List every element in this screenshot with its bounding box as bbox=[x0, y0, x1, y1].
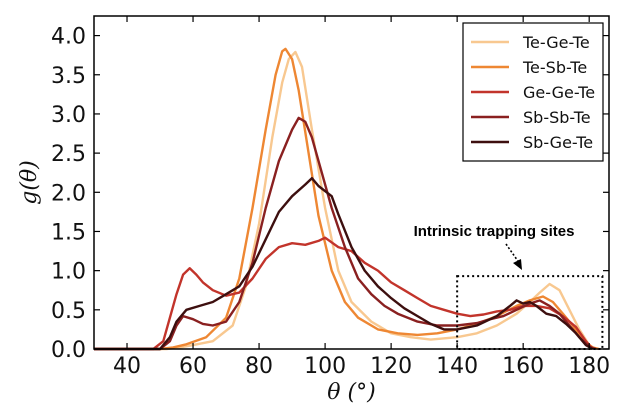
legend-label-4: Sb-Ge-Te bbox=[523, 133, 593, 152]
x-tick-label-2: 80 bbox=[245, 354, 273, 379]
y-tick-label-3: 1.5 bbox=[51, 220, 86, 245]
annotation-arrow-head bbox=[513, 259, 522, 270]
y-axis-label: g(θ) bbox=[17, 160, 42, 205]
y-tick-label-1: 0.5 bbox=[51, 299, 86, 324]
x-tick-label-7: 180 bbox=[568, 354, 610, 379]
plot-lines bbox=[94, 47, 600, 351]
y-tick-label-6: 3.0 bbox=[51, 103, 86, 128]
legend: Te-Ge-Te Te-Sb-Te Ge-Ge-Te Sb-Sb-Te Sb-Ge-Te bbox=[462, 22, 604, 162]
legend-label-2: Ge-Ge-Te bbox=[523, 83, 595, 102]
x-axis-label: θ (°) bbox=[327, 380, 375, 405]
x-tick-label-1: 60 bbox=[179, 354, 207, 379]
y-tick-label-4: 2.0 bbox=[51, 181, 86, 206]
plot-frame bbox=[93, 15, 610, 350]
y-tick-label-2: 1.0 bbox=[51, 260, 86, 285]
series-line-1 bbox=[94, 47, 600, 351]
y-tick-label-5: 2.5 bbox=[51, 142, 86, 167]
x-axis: 40 60 80 100 120 140 160 180 bbox=[113, 16, 610, 379]
x-tick-label-6: 160 bbox=[502, 354, 544, 379]
x-tick-label-4: 120 bbox=[370, 354, 412, 379]
legend-label-3: Sb-Sb-Te bbox=[523, 108, 591, 127]
x-tick-label-5: 140 bbox=[436, 354, 478, 379]
legend-label-0: Te-Ge-Te bbox=[522, 33, 590, 52]
annotation-arrow bbox=[505, 243, 522, 270]
series-line-3 bbox=[94, 116, 597, 351]
x-tick-label-0: 40 bbox=[113, 354, 141, 379]
annotation-text: Intrinsic trapping sites bbox=[414, 223, 575, 240]
series-line-0 bbox=[94, 50, 597, 351]
y-tick-label-8: 4.0 bbox=[51, 25, 86, 50]
y-axis: 0.0 0.5 1.0 1.5 2.0 2.5 3.0 3.5 4.0 bbox=[51, 25, 609, 363]
legend-label-1: Te-Sb-Te bbox=[522, 58, 587, 77]
y-tick-label-0: 0.0 bbox=[51, 338, 86, 363]
series-line-4 bbox=[94, 177, 594, 351]
x-tick-label-3: 100 bbox=[304, 354, 346, 379]
y-tick-label-7: 3.5 bbox=[51, 64, 86, 89]
